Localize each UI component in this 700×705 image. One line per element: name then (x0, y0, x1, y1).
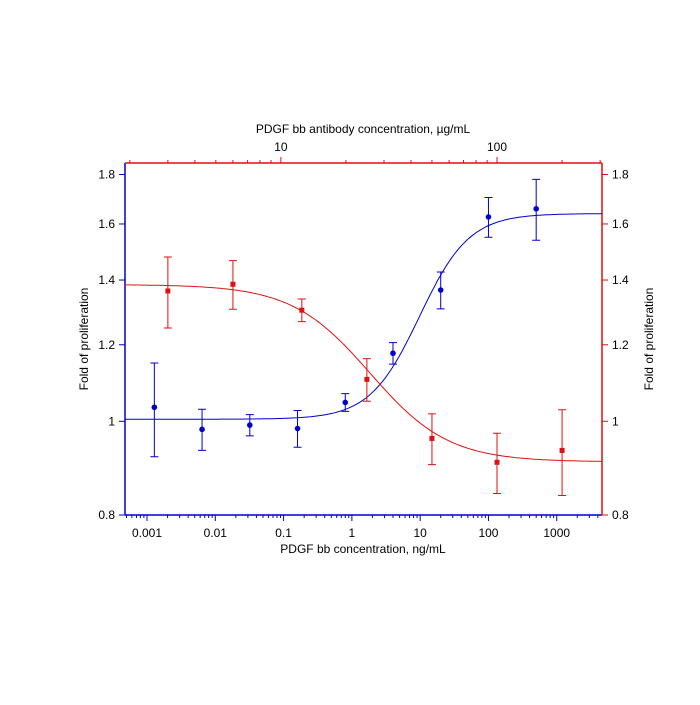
y2-tick-label: 1.6 (612, 217, 629, 231)
y2-tick-label: 1.2 (612, 338, 629, 352)
point (559, 447, 565, 453)
point (485, 214, 492, 220)
y-tick-label: 1.8 (98, 168, 115, 182)
x-tick-label: 100 (478, 526, 498, 540)
point (494, 459, 500, 465)
point (165, 288, 171, 294)
point (299, 307, 305, 313)
point (390, 350, 396, 357)
point (533, 205, 539, 212)
point (199, 426, 205, 433)
point (342, 399, 349, 406)
x-tick-label: 1000 (543, 526, 570, 540)
point (230, 281, 236, 287)
point (151, 404, 158, 411)
x-tick-label: 0.01 (204, 526, 228, 540)
x-axis-label: PDGF bb concentration, ng/mL (280, 542, 446, 556)
y-axis-label: Fold of proliferation (77, 288, 91, 391)
point (429, 435, 435, 441)
fit-curve (125, 213, 602, 420)
x2-tick-label: 100 (487, 140, 507, 154)
y2-tick-label: 1 (612, 414, 619, 428)
point (437, 287, 444, 293)
x-tick-label: 10 (413, 526, 427, 540)
x2-axis-label: PDGF bb antibody concentration, µg/mL (256, 122, 471, 136)
x-tick-label: 1 (349, 526, 356, 540)
x-tick-label: 0.001 (132, 526, 162, 540)
y2-tick-label: 1.4 (612, 273, 629, 287)
y2-tick-label: 1.8 (612, 168, 629, 182)
y-tick-label: 0.8 (98, 508, 115, 522)
point (364, 376, 370, 382)
y-tick-label: 1.2 (98, 338, 115, 352)
y2-tick-label: 0.8 (612, 508, 629, 522)
y-tick-label: 1.6 (98, 217, 115, 231)
y2-axis-label: Fold of proliferation (642, 288, 656, 391)
y-tick-label: 1.4 (98, 273, 115, 287)
x-tick-label: 0.1 (275, 526, 292, 540)
y-tick-label: 1 (108, 414, 115, 428)
point (294, 425, 301, 432)
point (246, 422, 253, 428)
fit-curve (125, 284, 603, 462)
x2-tick-label: 10 (274, 140, 288, 154)
